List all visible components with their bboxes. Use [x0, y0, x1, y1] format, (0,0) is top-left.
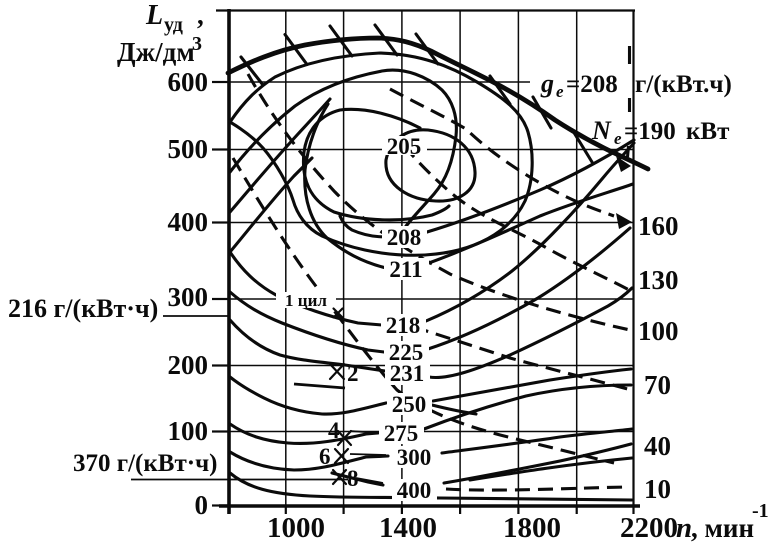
svg-text:, мин: , мин [691, 513, 754, 543]
svg-text:275: 275 [384, 421, 419, 446]
svg-text:1 цил: 1 цил [285, 291, 327, 310]
svg-text:208: 208 [387, 225, 422, 250]
svg-text:40: 40 [644, 431, 671, 461]
svg-text:0: 0 [195, 490, 209, 520]
svg-text:2: 2 [347, 361, 359, 386]
svg-text:кВт: кВт [686, 118, 729, 145]
svg-text:231: 231 [390, 361, 425, 386]
svg-text:10: 10 [644, 474, 671, 504]
svg-text:1000: 1000 [267, 512, 325, 544]
svg-text:370 г/(кВт·ч): 370 г/(кВт·ч) [73, 450, 218, 477]
svg-text:n: n [676, 512, 692, 544]
svg-text:1400: 1400 [379, 512, 437, 544]
svg-text:6: 6 [319, 444, 331, 469]
svg-text:N: N [591, 116, 612, 145]
svg-text:уд: уд [164, 14, 183, 36]
svg-text:400: 400 [397, 478, 432, 503]
svg-text:г/(кВт.ч): г/(кВт.ч) [635, 71, 732, 98]
svg-text:216 г/(кВт·ч): 216 г/(кВт·ч) [8, 294, 158, 323]
svg-text:211: 211 [389, 257, 422, 282]
svg-text:250: 250 [392, 392, 427, 417]
svg-text:160: 160 [638, 211, 679, 241]
svg-text:=190: =190 [624, 118, 676, 145]
svg-text:3: 3 [192, 33, 202, 55]
svg-text:200: 200 [168, 350, 209, 380]
svg-text:400: 400 [168, 207, 209, 237]
svg-text:500: 500 [168, 134, 209, 164]
svg-text:100: 100 [638, 316, 679, 346]
svg-text:225: 225 [389, 340, 424, 365]
svg-text:e: e [614, 129, 622, 148]
svg-text:,: , [197, 0, 204, 30]
svg-text:g: g [540, 69, 554, 98]
svg-text:2200: 2200 [620, 512, 678, 544]
svg-text:300: 300 [168, 282, 209, 312]
svg-text:e: e [556, 82, 564, 101]
svg-text:130: 130 [638, 265, 679, 295]
svg-text:70: 70 [644, 370, 671, 400]
svg-text:=208: =208 [566, 71, 618, 98]
svg-text:4: 4 [328, 418, 340, 443]
svg-text:300: 300 [397, 445, 432, 470]
svg-text:8: 8 [347, 466, 359, 491]
svg-text:600: 600 [168, 67, 209, 97]
svg-text:218: 218 [386, 313, 421, 338]
svg-text:L: L [145, 0, 163, 31]
svg-text:1800: 1800 [503, 512, 561, 544]
svg-text:100: 100 [168, 416, 209, 446]
svg-text:-1: -1 [752, 500, 769, 522]
svg-text:Дж/дм: Дж/дм [117, 37, 195, 67]
svg-text:205: 205 [387, 134, 422, 159]
